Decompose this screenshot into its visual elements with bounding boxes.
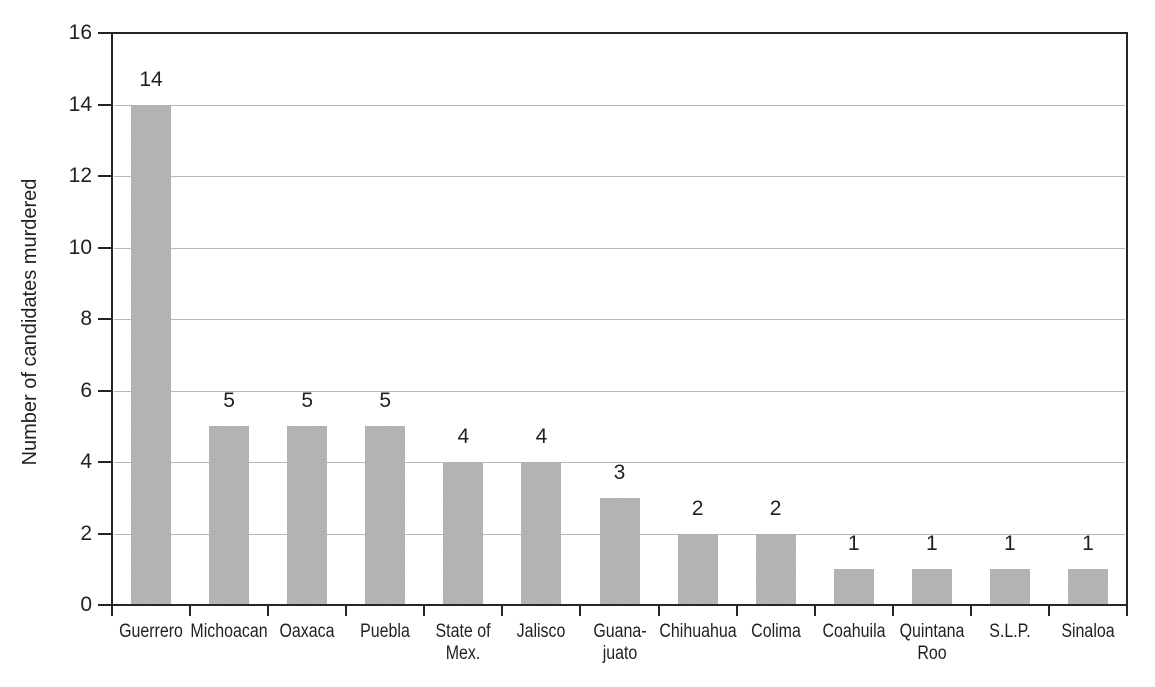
x-axis-label: S.L.P. xyxy=(989,621,1031,642)
bar-value-label: 4 xyxy=(535,425,548,448)
x-axis-label: Guana- juato xyxy=(592,621,647,664)
gridline xyxy=(114,319,1125,320)
x-tick xyxy=(267,604,270,616)
x-axis-label: Colima xyxy=(750,621,801,642)
gridline xyxy=(114,176,1125,177)
bar-value-label: 2 xyxy=(691,496,704,520)
bar xyxy=(209,426,250,605)
gridline xyxy=(114,104,1125,106)
x-axis-label: Michoacan xyxy=(190,621,268,642)
bar xyxy=(287,426,328,605)
y-tick-label: 8 xyxy=(80,307,92,330)
x-axis-label: State of Mex. xyxy=(435,621,491,664)
y-tick xyxy=(98,604,111,606)
y-tick-label: 2 xyxy=(80,521,92,545)
bar xyxy=(677,533,718,605)
bar xyxy=(989,569,1030,605)
y-tick-label: 16 xyxy=(68,21,92,44)
x-tick xyxy=(345,604,348,616)
y-axis-title: Number of candidates murdered xyxy=(19,178,41,466)
bar xyxy=(521,462,562,605)
y-tick xyxy=(98,532,111,535)
bar xyxy=(755,533,796,605)
y-tick-label: 4 xyxy=(80,450,92,473)
x-axis-label: Guerrero xyxy=(119,621,183,642)
x-tick xyxy=(579,604,582,616)
bar xyxy=(131,104,172,605)
bar xyxy=(1067,569,1108,605)
x-axis-line xyxy=(111,604,1128,606)
x-axis-label: Coahuila xyxy=(822,621,886,642)
y-tick xyxy=(98,103,111,106)
bar xyxy=(365,426,406,605)
y-tick-label: 6 xyxy=(80,378,92,402)
gridline xyxy=(114,462,1125,463)
x-axis-label: Oaxaca xyxy=(279,621,335,642)
y-tick xyxy=(98,175,111,177)
plot-border-right xyxy=(1126,32,1128,606)
x-axis-label: Jalisco xyxy=(517,621,566,642)
bar-value-label: 1 xyxy=(1004,532,1016,556)
bar xyxy=(599,497,640,605)
y-tick xyxy=(98,318,111,320)
x-axis-label: Chihuahua xyxy=(658,621,737,642)
y-tick xyxy=(98,461,111,463)
y-tick-label: 0 xyxy=(80,593,92,616)
bar xyxy=(911,569,952,605)
bar-value-label: 1 xyxy=(847,532,860,556)
gridline xyxy=(114,390,1125,392)
x-tick xyxy=(969,604,972,616)
x-tick xyxy=(111,604,113,616)
y-tick xyxy=(98,246,111,249)
bar xyxy=(833,569,874,605)
gridline xyxy=(114,247,1125,249)
bar-value-label: 5 xyxy=(223,389,235,413)
y-tick-label: 12 xyxy=(68,164,92,187)
x-tick xyxy=(657,604,660,616)
y-tick-label: 14 xyxy=(68,92,92,116)
x-tick xyxy=(189,604,192,616)
x-tick xyxy=(891,604,894,616)
bar-value-label: 3 xyxy=(613,460,626,484)
x-tick xyxy=(423,604,426,616)
y-tick-label: 10 xyxy=(68,235,92,259)
x-tick xyxy=(1126,604,1128,616)
x-axis-label: Sinaloa xyxy=(1061,621,1115,642)
x-tick xyxy=(813,604,816,616)
y-tick xyxy=(98,32,111,34)
plot-border-top xyxy=(111,32,1128,34)
x-tick xyxy=(735,604,738,616)
bar-value-label: 1 xyxy=(925,532,938,556)
bar-value-label: 4 xyxy=(457,425,470,448)
y-axis-line xyxy=(111,32,113,606)
bar-value-label: 5 xyxy=(379,389,392,413)
x-axis-label: Puebla xyxy=(360,621,411,642)
x-tick xyxy=(1047,604,1050,616)
bar-value-label: 2 xyxy=(769,496,782,520)
x-tick xyxy=(501,604,504,616)
x-axis-label: Quintana Roo xyxy=(899,621,965,664)
y-tick xyxy=(98,389,111,392)
bar xyxy=(443,462,484,605)
bar-value-label: 14 xyxy=(139,67,163,91)
bar-value-label: 5 xyxy=(301,389,314,413)
bar-value-label: 1 xyxy=(1082,532,1094,556)
